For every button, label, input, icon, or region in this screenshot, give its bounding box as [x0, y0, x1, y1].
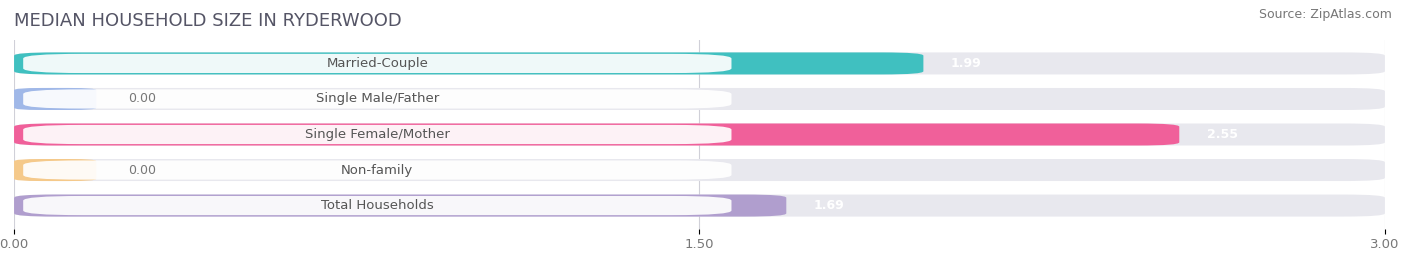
FancyBboxPatch shape — [14, 159, 96, 181]
FancyBboxPatch shape — [14, 159, 1385, 181]
Text: Non-family: Non-family — [342, 164, 413, 176]
Text: Single Male/Father: Single Male/Father — [316, 93, 439, 105]
Text: Single Female/Mother: Single Female/Mother — [305, 128, 450, 141]
FancyBboxPatch shape — [14, 123, 1180, 146]
FancyBboxPatch shape — [22, 196, 731, 215]
Text: 0.00: 0.00 — [128, 93, 156, 105]
FancyBboxPatch shape — [22, 160, 731, 180]
FancyBboxPatch shape — [14, 88, 1385, 110]
FancyBboxPatch shape — [14, 52, 924, 75]
Text: MEDIAN HOUSEHOLD SIZE IN RYDERWOOD: MEDIAN HOUSEHOLD SIZE IN RYDERWOOD — [14, 12, 402, 30]
FancyBboxPatch shape — [14, 194, 786, 217]
Text: 1.99: 1.99 — [950, 57, 981, 70]
Text: 1.69: 1.69 — [814, 199, 845, 212]
FancyBboxPatch shape — [22, 54, 731, 73]
Text: Source: ZipAtlas.com: Source: ZipAtlas.com — [1258, 8, 1392, 21]
FancyBboxPatch shape — [14, 123, 1385, 146]
FancyBboxPatch shape — [22, 89, 731, 109]
Text: 0.00: 0.00 — [128, 164, 156, 176]
Text: 2.55: 2.55 — [1206, 128, 1237, 141]
FancyBboxPatch shape — [22, 125, 731, 144]
FancyBboxPatch shape — [14, 52, 1385, 75]
Text: Total Households: Total Households — [321, 199, 433, 212]
FancyBboxPatch shape — [14, 194, 1385, 217]
Text: Married-Couple: Married-Couple — [326, 57, 429, 70]
FancyBboxPatch shape — [14, 88, 96, 110]
